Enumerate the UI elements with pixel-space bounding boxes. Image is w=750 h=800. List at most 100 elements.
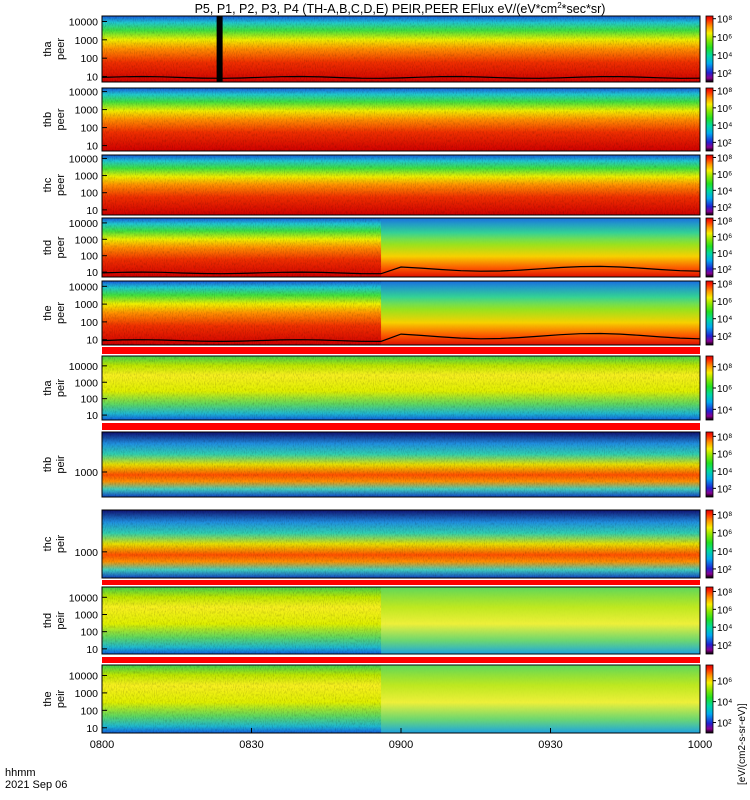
- tha-peer-colorbar-tick-label: 10⁶: [717, 33, 732, 44]
- the-peir-colorbar-tick-label: 10²: [717, 719, 732, 730]
- thb-peer-label-probe: thb: [42, 112, 54, 127]
- thc-peer-colorbar-tick-label: 10⁶: [717, 170, 732, 181]
- thd-peer-label-instrument: peer: [55, 236, 67, 258]
- thc-peer-y-tick-label: 1000: [75, 171, 99, 183]
- x-tick-label: 0930: [538, 739, 562, 751]
- panel-separator: [102, 347, 700, 354]
- panel-separator: [102, 152, 700, 154]
- the-peer-frame: [101, 280, 701, 346]
- thd-peer-colorbar: [705, 217, 714, 278]
- tha-peer-y-tick-label: 100: [80, 53, 98, 65]
- tha-peir-y-tick-label: 100: [80, 394, 98, 406]
- thb-peer-colorbar-tick-label: 10⁴: [717, 121, 732, 132]
- thb-peer-y-tick-label: 10000: [69, 87, 98, 99]
- thb-peer-colorbar-tick-label: 10⁶: [717, 104, 732, 115]
- tha-peer-colorbar-tick-label: 10²: [717, 69, 732, 80]
- thd-peer-label-probe: thd: [42, 240, 54, 255]
- thc-peer-y-tick-label: 10000: [69, 153, 98, 165]
- x-tick-label: 0900: [389, 739, 413, 751]
- the-peer-colorbar-tick-label: 10⁸: [717, 280, 732, 291]
- the-peer-colorbar-tick-label: 10⁴: [717, 315, 732, 326]
- thd-peer-y-tick-label: 1000: [75, 234, 99, 246]
- the-peir-label-instrument: peir: [55, 689, 67, 708]
- thd-peir-y-tick-label: 1000: [75, 609, 99, 621]
- thc-peer-colorbar-tick-label: 10⁸: [717, 153, 732, 164]
- thd-peir-colorbar-tick-label: 10⁴: [717, 623, 732, 634]
- thc-peir-panel: thc peir 1000 10⁸ 10⁶ 10⁴ 10²: [42, 509, 732, 579]
- thd-peer-colorbar-tick-label: 10⁴: [717, 249, 732, 260]
- the-peer-label-instrument: peer: [55, 302, 67, 324]
- thc-peir-colorbar: [705, 509, 714, 579]
- tha-peer-label-probe: tha: [42, 40, 54, 56]
- thb-peir-y-tick-label: 1000: [75, 467, 99, 479]
- thc-peer-colorbar-tick-label: 10⁴: [717, 186, 732, 197]
- the-peir-post-boundary-region: [381, 665, 700, 733]
- x-tick-label: 0830: [239, 739, 263, 751]
- thd-peer-y-tick-label: 10000: [69, 218, 98, 230]
- tha-peer-data-gap: [216, 16, 223, 82]
- panel-separator: [102, 423, 700, 430]
- thb-peer-colorbar-tick-label: 10²: [717, 138, 732, 149]
- tha-peer-potential-line: [101, 75, 701, 79]
- thc-peir-colorbar-tick-label: 10⁸: [717, 511, 732, 522]
- thc-peir-y-tick-label: 1000: [75, 547, 99, 559]
- thd-peir-colorbar: [705, 586, 714, 655]
- the-peer-y-tick-label: 100: [80, 317, 98, 329]
- thd-peir-label-instrument: peir: [55, 611, 67, 630]
- thd-peir-colorbar-tick-label: 10⁸: [717, 587, 732, 598]
- thc-peer-colorbar-tick-label: 10²: [717, 203, 732, 214]
- tha-peer-y-tick-label: 1000: [75, 35, 99, 47]
- thd-peer-y-tick-label: 10: [86, 267, 98, 279]
- time-axis: 0800 0830 0900 0930 1000: [90, 728, 712, 751]
- thc-peir-label-instrument: peir: [55, 534, 67, 553]
- tha-peir-colorbar: [705, 355, 714, 421]
- thc-peer-texture: [102, 155, 700, 215]
- thb-peir-texture: [102, 432, 700, 497]
- thc-peer-label-instrument: peer: [55, 174, 67, 196]
- thb-peer-y-tick-label: 100: [80, 123, 98, 135]
- tha-peer-frame: [101, 15, 701, 83]
- tha-peir-colorbar-tick-label: 10⁶: [717, 384, 732, 395]
- the-peer-label-probe: the: [42, 305, 54, 320]
- the-peer-potential-line: [101, 332, 701, 343]
- the-peir-y-tick-label: 10: [86, 723, 98, 735]
- date-label: 2021 Sep 06: [5, 779, 67, 791]
- thc-peer-y-tick-label: 100: [80, 188, 98, 200]
- thb-peir-label-instrument: peir: [55, 455, 67, 474]
- thd-peir-colorbar-tick-label: 10²: [717, 641, 732, 652]
- x-tick-label: 1000: [688, 739, 712, 751]
- the-peir-y-tick-label: 100: [80, 705, 98, 717]
- tha-peer-y-tick-label: 10000: [69, 17, 98, 29]
- tha-peir-label-probe: tha: [42, 379, 54, 395]
- colorbar-units-label: [eV/(cm2-s-sr-eV)]: [737, 703, 748, 785]
- thd-peir-post-boundary-region: [381, 587, 700, 654]
- thb-peir-colorbar-tick-label: 10⁴: [717, 467, 732, 478]
- tha-peer-colorbar-tick-label: 10⁴: [717, 51, 732, 62]
- thc-peir-colorbar-tick-label: 10⁴: [717, 547, 732, 558]
- tha-peer-label-instrument: peer: [55, 38, 67, 60]
- thb-peir-frame: [101, 431, 701, 498]
- thd-peer-potential-line: [101, 265, 701, 275]
- the-peir-colorbar-tick-label: 10⁶: [717, 677, 732, 688]
- tha-peir-texture: [102, 356, 700, 420]
- tha-peir-frame: [101, 355, 701, 421]
- thd-peir-frame: [101, 586, 701, 655]
- the-peir-y-tick-label: 1000: [75, 688, 99, 700]
- thb-peer-y-tick-label: 10: [86, 141, 98, 153]
- the-peer-post-boundary-region: [381, 281, 700, 345]
- the-peer-colorbar-tick-label: 10²: [717, 332, 732, 343]
- title-tail: *sec*sr): [562, 2, 606, 16]
- tha-peer-colorbar-tick-label: 10⁸: [717, 15, 732, 26]
- thb-peir-colorbar-tick-label: 10⁶: [717, 450, 732, 461]
- the-peer-y-tick-label: 10: [86, 335, 98, 347]
- thd-peer-y-tick-label: 100: [80, 251, 98, 263]
- thc-peir-colorbar-tick-label: 10²: [717, 565, 732, 576]
- thd-peer-colorbar-tick-label: 10⁶: [717, 233, 732, 244]
- tha-peir-colorbar-tick-label: 10⁴: [717, 405, 732, 416]
